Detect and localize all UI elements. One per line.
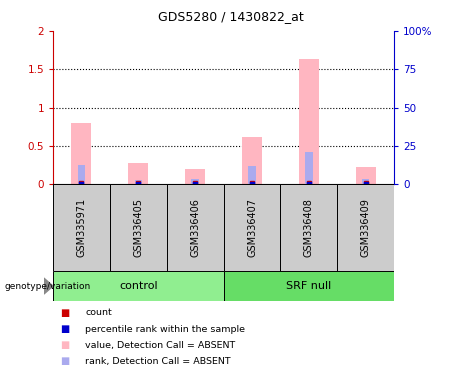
Text: percentile rank within the sample: percentile rank within the sample <box>85 324 245 334</box>
Text: GDS5280 / 1430822_at: GDS5280 / 1430822_at <box>158 10 303 23</box>
FancyBboxPatch shape <box>280 184 337 271</box>
Text: GSM336405: GSM336405 <box>133 198 143 257</box>
Text: control: control <box>119 281 158 291</box>
Text: ■: ■ <box>60 340 69 350</box>
Text: count: count <box>85 308 112 318</box>
FancyBboxPatch shape <box>167 184 224 271</box>
Text: GSM336409: GSM336409 <box>361 198 371 257</box>
Bar <box>362 179 369 184</box>
Text: GSM335971: GSM335971 <box>77 198 87 257</box>
Text: rank, Detection Call = ABSENT: rank, Detection Call = ABSENT <box>85 357 231 366</box>
Text: GSM336408: GSM336408 <box>304 198 314 257</box>
Bar <box>299 59 319 184</box>
Text: SRF null: SRF null <box>286 281 331 291</box>
Bar <box>242 137 262 184</box>
Bar <box>128 163 148 184</box>
Bar <box>305 152 313 184</box>
Text: ■: ■ <box>60 324 69 334</box>
Bar <box>135 180 142 184</box>
Bar <box>185 169 205 184</box>
FancyBboxPatch shape <box>224 271 394 301</box>
Text: GSM336406: GSM336406 <box>190 198 200 257</box>
Text: value, Detection Call = ABSENT: value, Detection Call = ABSENT <box>85 341 236 350</box>
FancyBboxPatch shape <box>110 184 167 271</box>
Bar <box>248 166 256 184</box>
Bar <box>356 167 376 184</box>
Polygon shape <box>44 278 53 294</box>
FancyBboxPatch shape <box>224 184 280 271</box>
FancyBboxPatch shape <box>337 184 394 271</box>
Bar <box>191 179 199 184</box>
FancyBboxPatch shape <box>53 271 224 301</box>
Bar <box>71 123 91 184</box>
FancyBboxPatch shape <box>53 184 110 271</box>
Text: ■: ■ <box>60 356 69 366</box>
Text: GSM336407: GSM336407 <box>247 198 257 257</box>
Text: ■: ■ <box>60 308 69 318</box>
Bar <box>78 165 85 184</box>
Text: genotype/variation: genotype/variation <box>5 281 91 291</box>
